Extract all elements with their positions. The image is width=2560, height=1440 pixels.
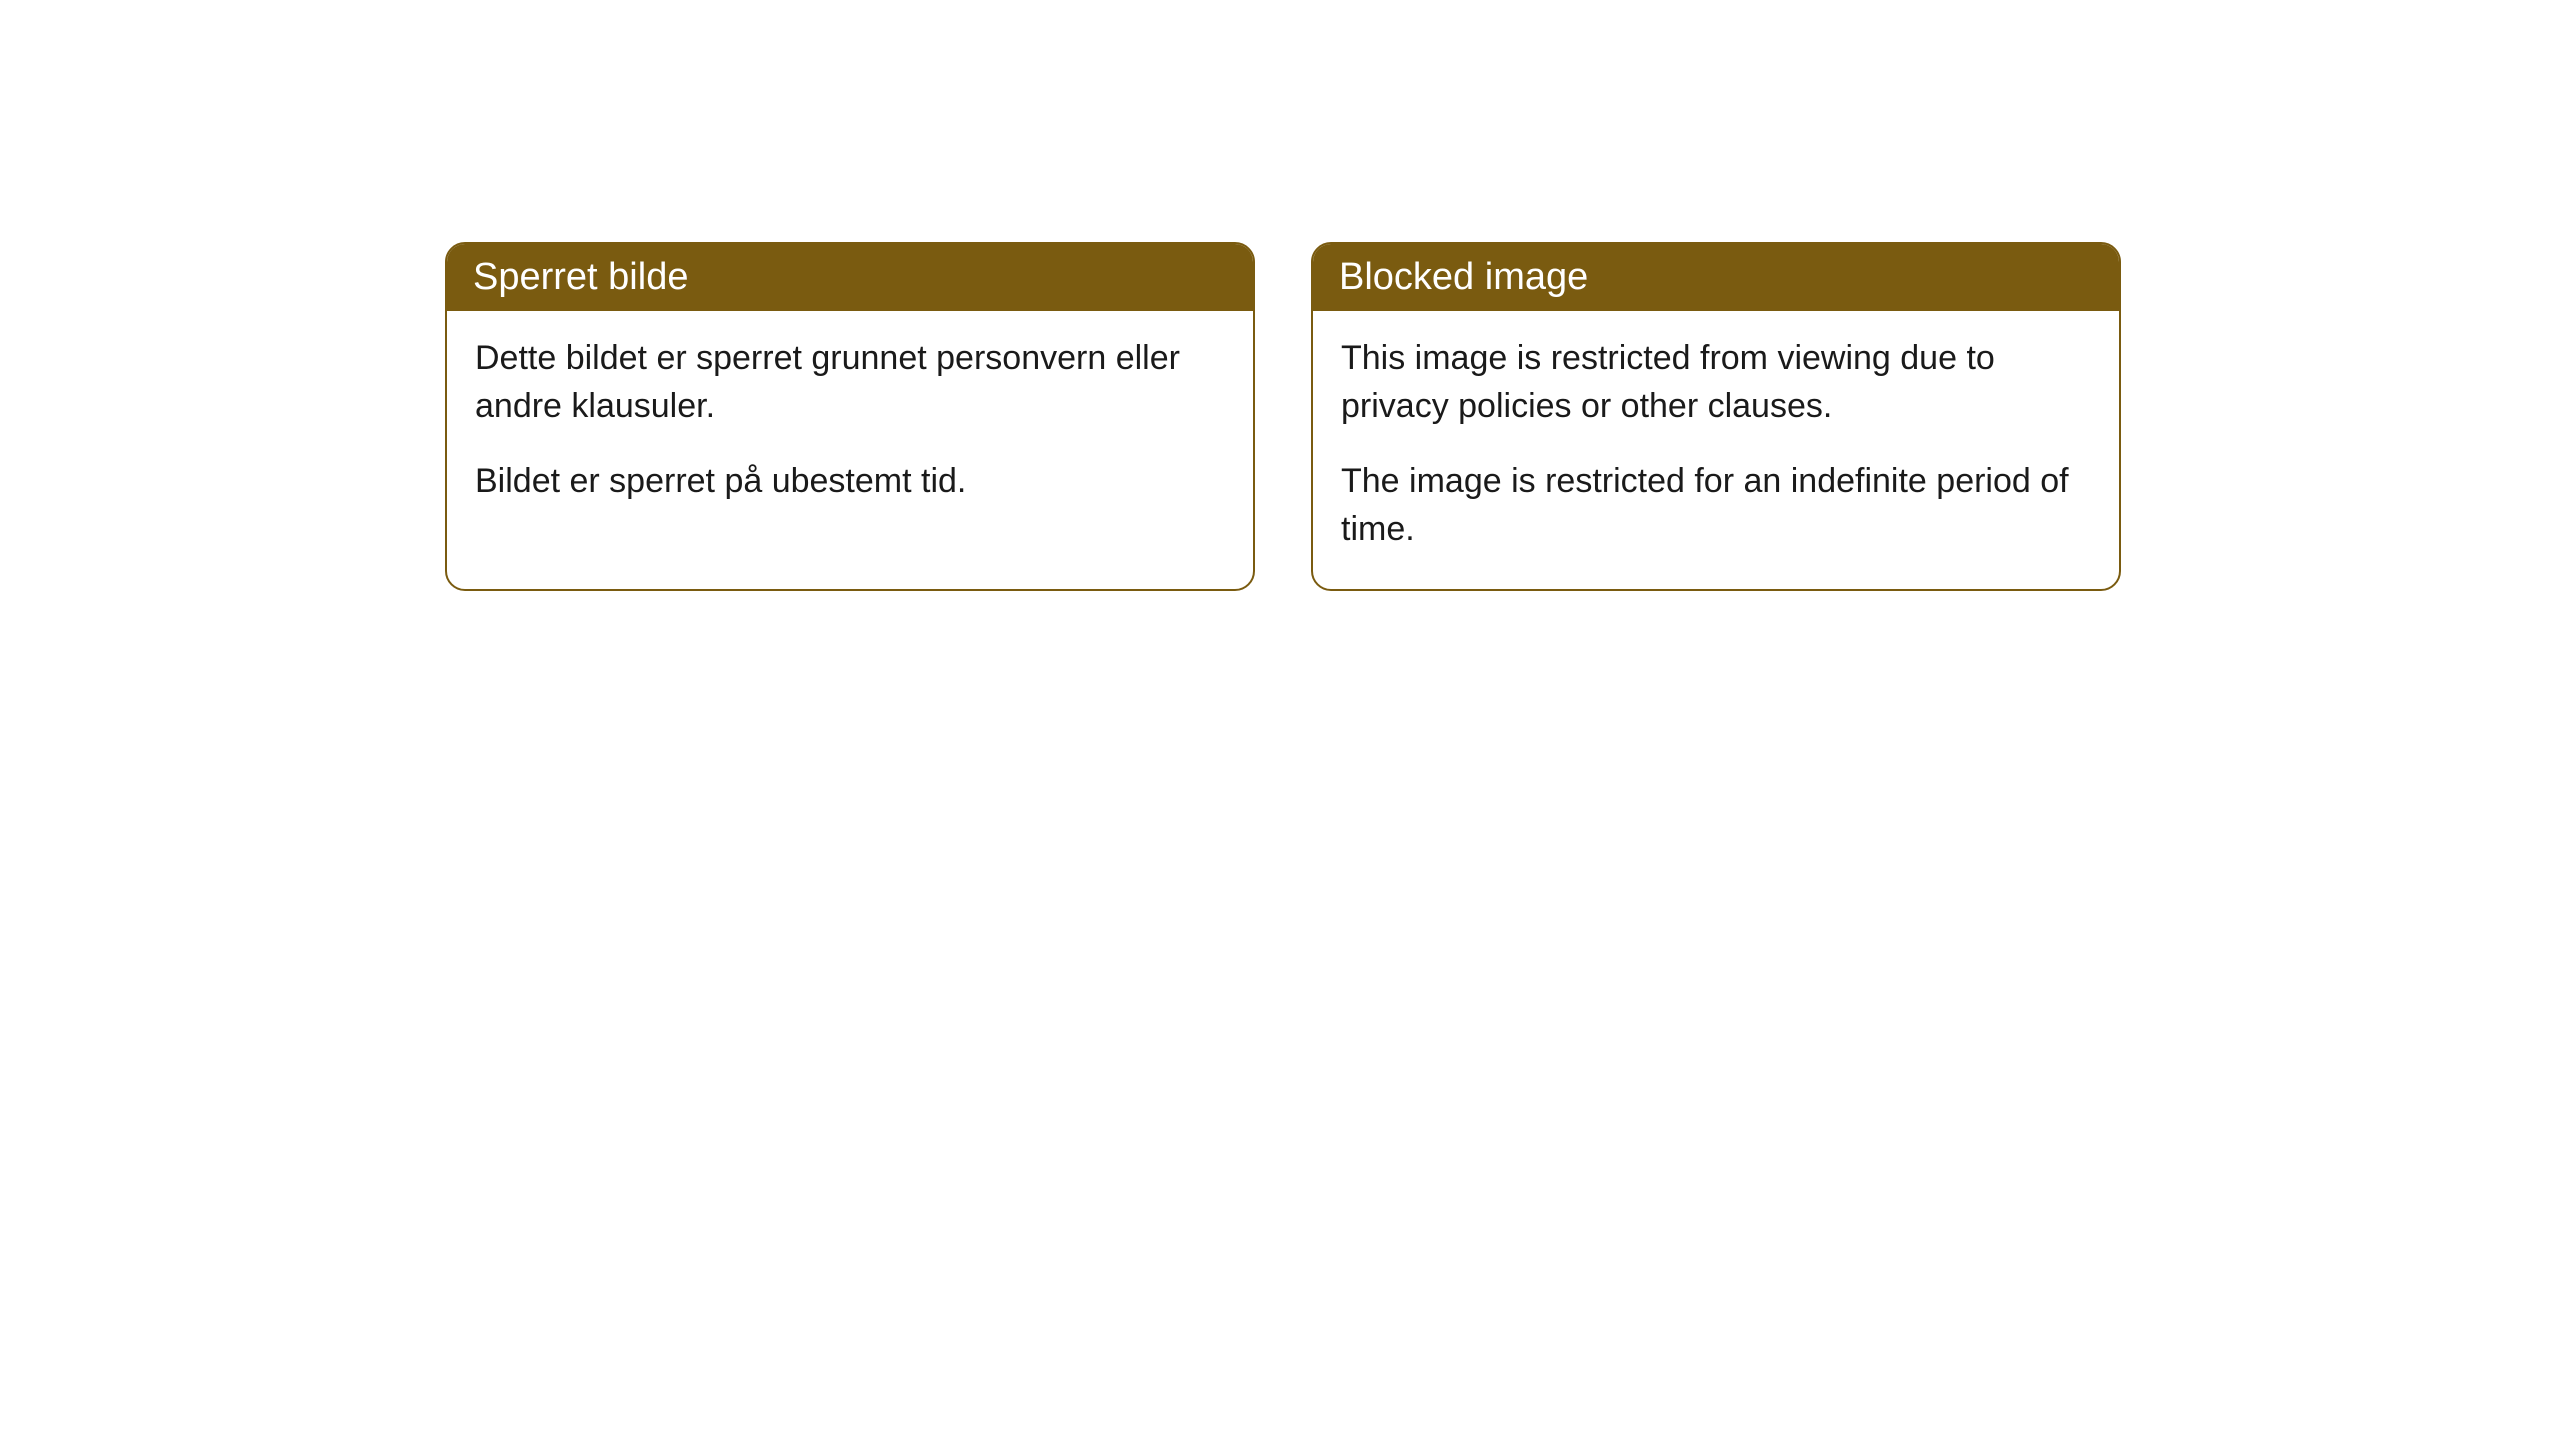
card-body-english: This image is restricted from viewing du… [1313, 311, 2119, 589]
blocked-image-card-english: Blocked image This image is restricted f… [1311, 242, 2121, 591]
card-paragraph1-norwegian: Dette bildet er sperret grunnet personve… [475, 335, 1225, 430]
card-header-english: Blocked image [1313, 244, 2119, 311]
card-title-norwegian: Sperret bilde [473, 256, 688, 298]
notice-container: Sperret bilde Dette bildet er sperret gr… [0, 0, 2560, 591]
card-title-english: Blocked image [1339, 256, 1588, 298]
blocked-image-card-norwegian: Sperret bilde Dette bildet er sperret gr… [445, 242, 1255, 591]
card-paragraph1-english: This image is restricted from viewing du… [1341, 335, 2091, 430]
card-body-norwegian: Dette bildet er sperret grunnet personve… [447, 311, 1253, 542]
card-header-norwegian: Sperret bilde [447, 244, 1253, 311]
card-paragraph2-norwegian: Bildet er sperret på ubestemt tid. [475, 458, 1225, 506]
card-paragraph2-english: The image is restricted for an indefinit… [1341, 458, 2091, 553]
